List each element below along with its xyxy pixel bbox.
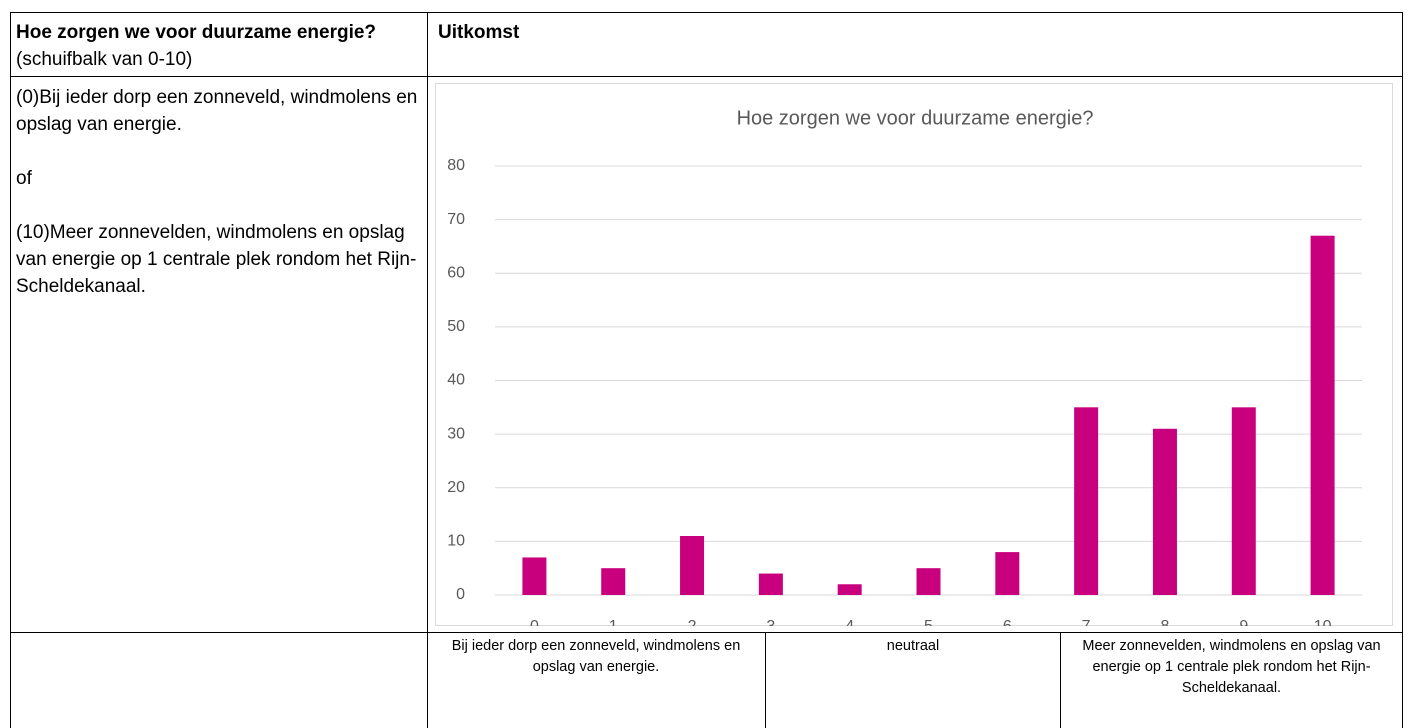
bar	[522, 557, 547, 595]
y-tick-label: 10	[447, 533, 465, 550]
chart: Hoe zorgen we voor duurzame energie? 010…	[435, 83, 1393, 626]
bar	[837, 584, 862, 595]
scale-label: Meer zonnevelden, windmolens en opslag v…	[1082, 638, 1381, 696]
y-tick-label: 70	[447, 211, 465, 228]
x-tick-label: 4	[845, 618, 854, 626]
bar	[1310, 235, 1335, 595]
y-tick-label: 30	[447, 425, 465, 442]
x-tick-label: 0	[530, 618, 539, 626]
x-tick-label: 7	[1082, 618, 1091, 626]
bar	[601, 568, 626, 595]
x-tick-label: 2	[688, 618, 697, 626]
table-border	[1060, 632, 1061, 728]
bar	[1231, 407, 1256, 595]
y-tick-label: 60	[447, 264, 465, 281]
table-border	[10, 12, 1403, 13]
x-tick-label: 1	[609, 618, 618, 626]
bar	[995, 552, 1020, 595]
y-tick-label: 50	[447, 318, 465, 335]
x-tick-label: 10	[1314, 618, 1332, 626]
x-tick-label: 5	[924, 618, 933, 626]
x-tick-label: 3	[766, 618, 775, 626]
table-border	[10, 632, 1403, 633]
scale-label: Bij ieder dorp een zonneveld, windmolens…	[451, 638, 741, 675]
bar	[680, 536, 705, 595]
table-border	[10, 12, 11, 728]
x-tick-label: 8	[1161, 618, 1170, 626]
chart-title: Hoe zorgen we voor duurzame energie?	[737, 107, 1094, 129]
x-tick-label: 9	[1239, 618, 1248, 626]
bar	[758, 573, 783, 595]
bar	[1074, 407, 1099, 595]
option: (0)Bij ieder dorp een zonneveld, windmol…	[16, 87, 418, 135]
bar	[916, 568, 941, 595]
table-border	[10, 76, 1403, 77]
header-cell: Hoe zorgen we voor duurzame energie? (sc…	[16, 19, 421, 73]
x-tick-label: 6	[1003, 618, 1012, 626]
option: of	[16, 168, 32, 189]
bar	[1152, 428, 1177, 595]
y-tick-label: 80	[447, 157, 465, 174]
table-border	[1402, 12, 1403, 728]
option: (10)Meer zonnevelden, windmolens en opsl…	[16, 222, 417, 297]
y-tick-label: 40	[447, 372, 465, 389]
table-border	[765, 632, 766, 728]
question: Hoe zorgen we voor duurzame energie?	[16, 22, 377, 43]
scale-label: neutraal	[886, 638, 940, 654]
note: (schuifbalk van 0-10)	[16, 49, 193, 70]
y-tick-label: 0	[456, 586, 465, 603]
y-tick-label: 20	[447, 479, 465, 496]
table-border	[427, 12, 428, 728]
options-cell: (0)Bij ieder dorp een zonneveld, windmol…	[16, 84, 421, 300]
result-header: Uitkomst	[438, 22, 520, 43]
